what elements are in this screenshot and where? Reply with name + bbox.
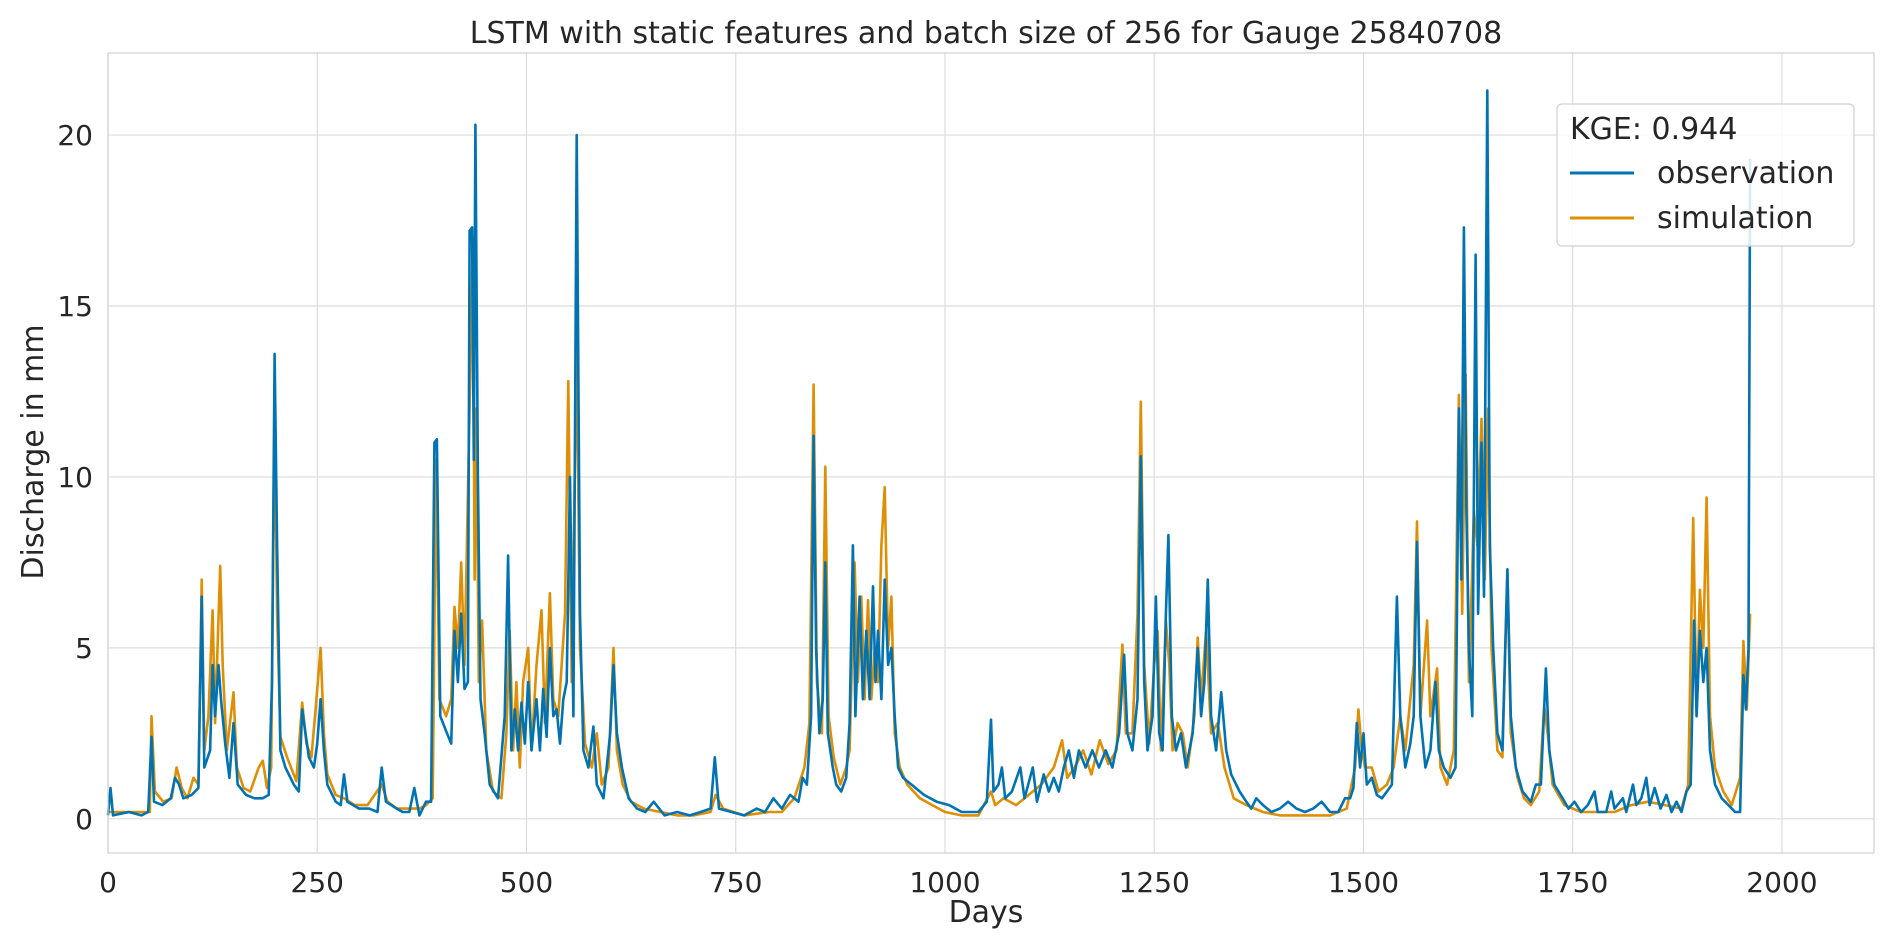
x-tick-label: 1250 xyxy=(1119,866,1190,899)
y-tick-label: 0 xyxy=(75,803,93,836)
grid xyxy=(107,53,1874,853)
legend: KGE: 0.944 observation simulation xyxy=(1556,103,1855,247)
x-tick-label: 1750 xyxy=(1537,866,1608,899)
y-tick-label: 15 xyxy=(57,290,93,323)
legend-label-simulation: simulation xyxy=(1657,201,1813,236)
legend-title: KGE: 0.944 xyxy=(1570,112,1737,147)
series-line-observation xyxy=(106,89,1752,817)
x-tick-label: 2000 xyxy=(1746,866,1817,899)
x-tick-label: 750 xyxy=(709,866,762,899)
y-axis-label: Discharge in mm xyxy=(16,324,51,579)
chart-title: LSTM with static features and batch size… xyxy=(470,16,1502,51)
x-tick-label: 1000 xyxy=(909,866,980,899)
x-tick-label: 0 xyxy=(99,866,117,899)
x-tick-label: 500 xyxy=(500,866,553,899)
x-axis-label: Days xyxy=(949,895,1024,930)
legend-label-observation: observation xyxy=(1657,156,1834,191)
y-tick-labels: 0 5 10 15 20 xyxy=(57,119,93,836)
y-tick-label: 10 xyxy=(57,461,93,494)
y-tick-label: 20 xyxy=(57,119,93,152)
x-tick-label: 1500 xyxy=(1328,866,1399,899)
y-tick-label: 5 xyxy=(75,632,93,665)
legend-box xyxy=(1556,103,1855,247)
x-tick-labels: 0 250 500 750 1000 1250 1500 1750 2000 xyxy=(99,866,1817,899)
x-tick-label: 250 xyxy=(291,866,344,899)
plot-frame xyxy=(107,52,1875,854)
series-layer xyxy=(106,89,1752,817)
